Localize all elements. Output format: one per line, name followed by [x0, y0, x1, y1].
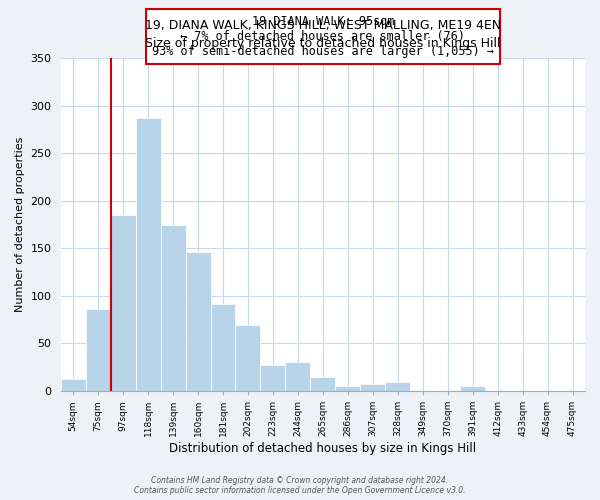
- Bar: [361, 384, 385, 391]
- Bar: [460, 386, 485, 391]
- Bar: [286, 362, 310, 391]
- Bar: [185, 252, 211, 391]
- Bar: [385, 382, 410, 391]
- Text: Contains HM Land Registry data © Crown copyright and database right 2024.
Contai: Contains HM Land Registry data © Crown c…: [134, 476, 466, 495]
- Bar: [335, 386, 361, 391]
- Text: 19 DIANA WALK: 95sqm
← 7% of detached houses are smaller (76)
93% of semi-detach: 19 DIANA WALK: 95sqm ← 7% of detached ho…: [152, 15, 494, 58]
- Title: 19, DIANA WALK, KINGS HILL, WEST MALLING, ME19 4EN
Size of property relative to : 19, DIANA WALK, KINGS HILL, WEST MALLING…: [145, 19, 501, 50]
- Bar: [86, 309, 110, 391]
- Bar: [136, 118, 161, 391]
- Y-axis label: Number of detached properties: Number of detached properties: [15, 137, 25, 312]
- Bar: [260, 366, 286, 391]
- Bar: [110, 215, 136, 391]
- Bar: [211, 304, 235, 391]
- X-axis label: Distribution of detached houses by size in Kings Hill: Distribution of detached houses by size …: [169, 442, 476, 455]
- Bar: [235, 326, 260, 391]
- Bar: [61, 378, 86, 391]
- Bar: [310, 377, 335, 391]
- Bar: [161, 224, 185, 391]
